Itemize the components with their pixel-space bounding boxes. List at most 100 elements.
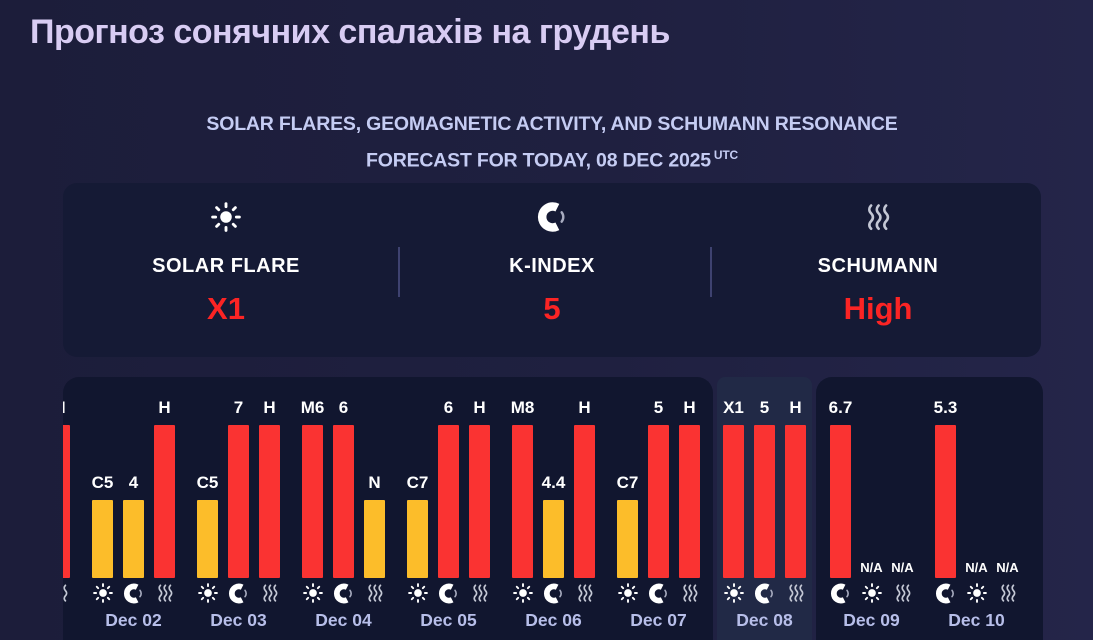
waves-icon [63,581,70,605]
waves-icon [575,581,595,605]
day-column: C5 7 H Dec 03 [190,377,287,631]
magnet-icon [535,200,569,234]
magnet-icon [437,581,460,605]
waves-icon [680,581,700,605]
summary-item-k-index: K-INDEX 5 [389,183,715,357]
bar-value-label: N/A [996,560,1019,575]
sun-icon [966,581,987,605]
divider [710,247,712,297]
chart-panel-future-days: 6.7 N/A N/A Dec 09 5.3 N/A [816,377,1043,640]
metric-cell: C5 [192,377,223,605]
day-bars: H [63,377,75,605]
magnet-icon [753,581,776,605]
metric-cell: 6 [433,377,464,605]
forecast-bar [196,500,218,578]
subtitle-line-2: FORECAST FOR TODAY, 08 DEC 2025 UTC [366,148,738,172]
forecast-bar [406,500,428,578]
magnet-icon [934,581,957,605]
bar-value-label: 5 [759,398,770,417]
metric-cell: H [780,377,811,605]
forecast-bar [91,500,113,578]
utc-superscript: UTC [713,148,738,162]
day-date-label: Dec 07 [630,610,687,630]
sun-icon [723,581,744,605]
metric-cell: C7 [402,377,433,605]
bar-value-label: N/A [891,560,914,575]
day-date-label: Dec 02 [105,610,162,630]
day-column: C7 6 H Dec 05 [400,377,497,631]
bar-value-label: 5.3 [933,398,958,417]
forecast-bar [616,500,638,578]
waves-icon [998,581,1018,605]
metric-cell: X1 [718,377,749,605]
metric-cell: N/A [992,377,1023,605]
summary-label: SCHUMANN [817,255,939,277]
summary-label: K-INDEX [509,255,595,277]
forecast-bar [829,425,851,578]
bar-value-label: C5 [196,473,219,492]
bar-value-label: 5 [653,398,664,417]
day-column: 6.7 N/A N/A Dec 09 [823,377,920,631]
day-bars: M6 6 N [297,377,390,605]
forecast-bar [228,425,249,578]
bar-value-label: M6 [300,398,325,417]
forecast-bar [723,425,744,578]
sun-icon [512,581,533,605]
magnet-icon [332,581,355,605]
bar-value-label: 6 [338,398,349,417]
bar-value-label: H [789,398,802,417]
metric-cell: N [359,377,390,605]
forecast-summary-card: SOLAR FLARE X1 K-INDEX 5 SCHUMANN High [63,183,1041,357]
forecast-bar [123,500,144,578]
summary-item-solar-flare: SOLAR FLARE X1 [63,183,389,357]
day-column: C5 4 H Dec 02 [85,377,182,631]
forecast-subtitle: SOLAR FLARES, GEOMAGNETIC ACTIVITY, AND … [63,109,1041,177]
bar-value-label: H [263,398,276,417]
metric-cell: 7 [223,377,254,605]
metric-cell: H [254,377,285,605]
day-column: M8 4.4 H Dec 06 [505,377,602,631]
bar-value-label: X1 [723,398,744,417]
magnet-icon [647,581,670,605]
summary-label: SOLAR FLARE [152,255,300,277]
bar-value-label: 4.4 [541,473,566,492]
magnet-icon [542,581,565,605]
metric-cell: H [674,377,705,605]
day-bars: C5 7 H [192,377,285,605]
metric-cell: M6 [297,377,328,605]
metric-cell: H [464,377,495,605]
metric-cell: 5 [643,377,674,605]
metric-cell: C5 [87,377,118,605]
waves-icon [470,581,490,605]
magnet-icon [227,581,250,605]
magnet-icon [829,581,852,605]
day-bars: 6.7 N/A N/A [825,377,918,605]
forecast-bar [512,425,533,578]
forecast-bar [648,425,669,578]
metric-cell: 6.7 [825,377,856,605]
metric-cell: N/A [887,377,918,605]
forecast-bar [302,425,323,578]
bar-value-label: C5 [91,473,114,492]
metric-cell: 6 [328,377,359,605]
metric-cell: H [63,377,75,605]
day-column: C7 5 H Dec 07 [610,377,707,631]
day-bars: C7 5 H [612,377,705,605]
forecast-bar [934,425,956,578]
summary-value: 5 [543,291,561,326]
sun-icon [197,581,218,605]
sun-icon [617,581,638,605]
metric-cell: 5.3 [930,377,961,605]
summary-item-schumann: SCHUMANN High [715,183,1041,357]
subtitle-line-1: SOLAR FLARES, GEOMAGNETIC ACTIVITY, AND … [206,113,898,135]
day-date-label: Dec 03 [210,610,267,630]
bar-value-label: C7 [616,473,639,492]
day-bars: C7 6 H [402,377,495,605]
divider [398,247,400,297]
chart-panel-past-days: H Dec 01 C5 4 H Dec 02 C5 [63,377,713,640]
sun-icon [302,581,323,605]
forecast-bar [364,500,385,578]
sun-icon [211,200,241,234]
forecast-bar [469,425,490,578]
forecast-bar [438,425,459,578]
